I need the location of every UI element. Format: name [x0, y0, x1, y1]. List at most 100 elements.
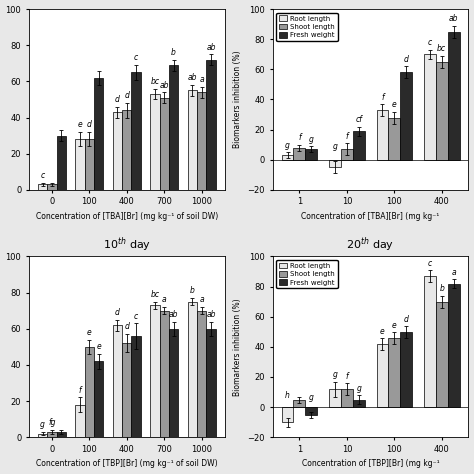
Bar: [424, 276, 436, 407]
Text: ab: ab: [188, 73, 197, 82]
Text: g: g: [333, 142, 337, 151]
Bar: [160, 310, 169, 437]
Bar: [94, 78, 103, 190]
Bar: [85, 139, 94, 190]
Bar: [150, 94, 160, 190]
Title: 20$^{th}$ day: 20$^{th}$ day: [346, 235, 395, 254]
Text: ab: ab: [160, 81, 169, 90]
Bar: [436, 301, 447, 407]
Text: d: d: [87, 120, 92, 129]
Bar: [341, 389, 353, 407]
Legend: Root length, Shoot length, Fresh weight: Root length, Shoot length, Fresh weight: [276, 260, 337, 289]
Bar: [282, 407, 293, 422]
Text: e: e: [380, 327, 385, 336]
Title: 10$^{th}$ day: 10$^{th}$ day: [103, 235, 151, 254]
Bar: [47, 432, 56, 437]
Text: h: h: [285, 392, 290, 401]
Text: c: c: [428, 259, 432, 268]
Text: e: e: [392, 320, 397, 329]
Text: a: a: [200, 75, 204, 84]
Bar: [122, 343, 131, 437]
Bar: [38, 434, 47, 437]
Bar: [169, 65, 178, 190]
Bar: [188, 91, 197, 190]
Bar: [353, 131, 365, 160]
Text: d: d: [404, 315, 409, 323]
Bar: [131, 336, 141, 437]
Y-axis label: Biomarkers inhibition (%): Biomarkers inhibition (%): [233, 298, 242, 396]
Bar: [197, 92, 206, 190]
Text: g: g: [309, 393, 314, 402]
Text: d: d: [124, 91, 129, 100]
Text: a: a: [162, 295, 166, 304]
Text: ab: ab: [449, 14, 458, 23]
Bar: [436, 62, 447, 160]
Text: f: f: [79, 386, 82, 395]
Bar: [447, 32, 460, 160]
Bar: [282, 155, 293, 160]
Text: d: d: [404, 55, 409, 64]
Text: bc: bc: [150, 77, 159, 86]
Bar: [206, 329, 216, 437]
Bar: [293, 400, 305, 407]
Bar: [388, 338, 400, 407]
Text: c: c: [40, 171, 45, 180]
Text: g: g: [285, 141, 290, 150]
Bar: [47, 184, 56, 190]
Bar: [75, 405, 85, 437]
Bar: [169, 329, 178, 437]
Bar: [75, 139, 85, 190]
Bar: [56, 432, 66, 437]
Bar: [376, 344, 388, 407]
Text: cf: cf: [356, 115, 362, 124]
Bar: [188, 301, 197, 437]
Bar: [424, 54, 436, 160]
Bar: [400, 332, 412, 407]
Text: b: b: [439, 284, 444, 293]
Bar: [131, 73, 141, 190]
Bar: [206, 60, 216, 190]
Bar: [341, 149, 353, 160]
Bar: [376, 110, 388, 160]
Text: g: g: [309, 135, 314, 144]
Text: ab: ab: [169, 310, 178, 319]
Text: f: f: [346, 372, 348, 381]
Text: f: f: [381, 93, 384, 102]
Bar: [56, 136, 66, 190]
Text: a: a: [451, 268, 456, 277]
Bar: [305, 407, 317, 415]
Bar: [329, 389, 341, 407]
Text: d: d: [115, 95, 120, 104]
Text: e: e: [78, 120, 82, 129]
Bar: [150, 305, 160, 437]
Bar: [447, 283, 460, 407]
Text: bc: bc: [437, 45, 447, 54]
X-axis label: Concentration of [TBA][Br] (mg kg⁻¹ of soil DW): Concentration of [TBA][Br] (mg kg⁻¹ of s…: [36, 212, 218, 221]
Y-axis label: Biomarkers inhibition (%): Biomarkers inhibition (%): [233, 51, 242, 148]
Bar: [38, 184, 47, 190]
Text: fg: fg: [48, 419, 55, 427]
Text: f: f: [298, 133, 301, 142]
Text: e: e: [392, 100, 397, 109]
Bar: [160, 98, 169, 190]
Bar: [388, 118, 400, 160]
Text: a: a: [200, 295, 204, 304]
Bar: [113, 325, 122, 437]
Text: ab: ab: [206, 310, 216, 319]
Bar: [305, 149, 317, 160]
Text: e: e: [96, 342, 101, 351]
Text: g: g: [333, 370, 337, 379]
Bar: [329, 160, 341, 167]
X-axis label: Concentration of [TBP][Br] (mg kg⁻¹: Concentration of [TBP][Br] (mg kg⁻¹: [302, 459, 439, 468]
Text: ab: ab: [206, 43, 216, 52]
X-axis label: Concentration of [TBP][Br] (mg kg⁻¹ of soil DW): Concentration of [TBP][Br] (mg kg⁻¹ of s…: [36, 459, 218, 468]
Text: g: g: [40, 420, 45, 429]
Text: c: c: [134, 311, 138, 320]
Bar: [85, 347, 94, 437]
Bar: [353, 400, 365, 407]
Bar: [94, 361, 103, 437]
Text: d: d: [124, 322, 129, 331]
Text: c: c: [428, 38, 432, 47]
Text: d: d: [115, 308, 120, 317]
Bar: [122, 110, 131, 190]
